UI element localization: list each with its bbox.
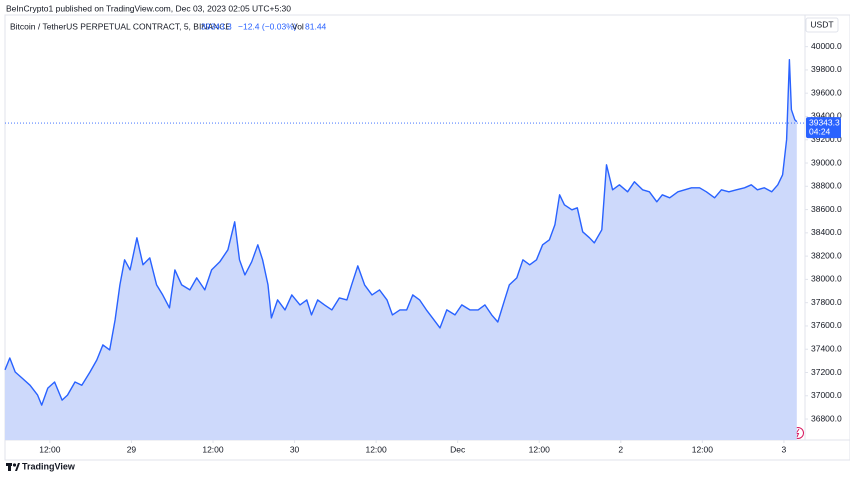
y-tick-label: 38600.0 xyxy=(811,204,842,214)
y-tick-label: 38800.0 xyxy=(811,181,842,191)
x-tick-label: 30 xyxy=(290,444,300,454)
y-tick-label: 39200.0 xyxy=(811,134,842,144)
y-tick-label: 36800.0 xyxy=(811,413,842,423)
y-tick-label: 40000.0 xyxy=(811,41,842,51)
currency[interactable]: USDT xyxy=(810,19,833,29)
x-tick-label: 12:00 xyxy=(39,444,61,454)
brand-logo xyxy=(6,463,20,471)
volume: 81.44 xyxy=(305,21,327,31)
change: −12.4 (−0.03%) xyxy=(238,21,297,31)
y-tick-label: 37600.0 xyxy=(811,320,842,330)
y-tick-label: 37200.0 xyxy=(811,367,842,377)
x-tick-label: 12:00 xyxy=(692,444,714,454)
volume-label: Vol xyxy=(292,21,304,31)
y-tick-label: 37000.0 xyxy=(811,390,842,400)
symbol-title: Bitcoin / TetherUS PERPETUAL CONTRACT, 5… xyxy=(10,21,231,31)
last-price-label: 39343.3 xyxy=(809,117,840,127)
last-price-legend: 39343.3 xyxy=(201,21,232,31)
y-tick-label: 38400.0 xyxy=(811,227,842,237)
last-price-tag xyxy=(806,117,841,139)
y-tick-label: 37400.0 xyxy=(811,343,842,353)
y-tick-label: 39800.0 xyxy=(811,64,842,74)
y-tick-label: 38000.0 xyxy=(811,274,842,284)
frame xyxy=(4,14,850,461)
area-fill xyxy=(5,59,797,440)
logo-part xyxy=(15,463,20,471)
y-tick-label: 39400.0 xyxy=(811,111,842,121)
brand: TradingView xyxy=(22,461,76,471)
plot xyxy=(4,59,798,440)
y-tick-label: 38200.0 xyxy=(811,250,842,260)
x-tick-label: 12:00 xyxy=(365,444,387,454)
currency-box[interactable] xyxy=(805,17,839,33)
logo-part xyxy=(12,463,17,467)
y-tick-label: 39600.0 xyxy=(811,87,842,97)
x-tick-label: Dec xyxy=(450,444,466,454)
x-tick-label: 12:00 xyxy=(202,444,224,454)
y-tick-label: 37800.0 xyxy=(811,297,842,307)
x-tick-label: 12:00 xyxy=(529,444,551,454)
publish-note: BeInCrypto1 published on TradingView.com… xyxy=(6,3,291,13)
x-tick-label: 3 xyxy=(782,444,787,454)
logo-part xyxy=(8,463,11,471)
x-tick-label: 2 xyxy=(618,444,623,454)
countdown: 04:24 xyxy=(809,126,831,136)
y-tick-label: 39000.0 xyxy=(811,157,842,167)
x-tick-label: 29 xyxy=(127,444,137,454)
price-line xyxy=(4,59,798,406)
event-icon-bolt xyxy=(795,428,800,438)
